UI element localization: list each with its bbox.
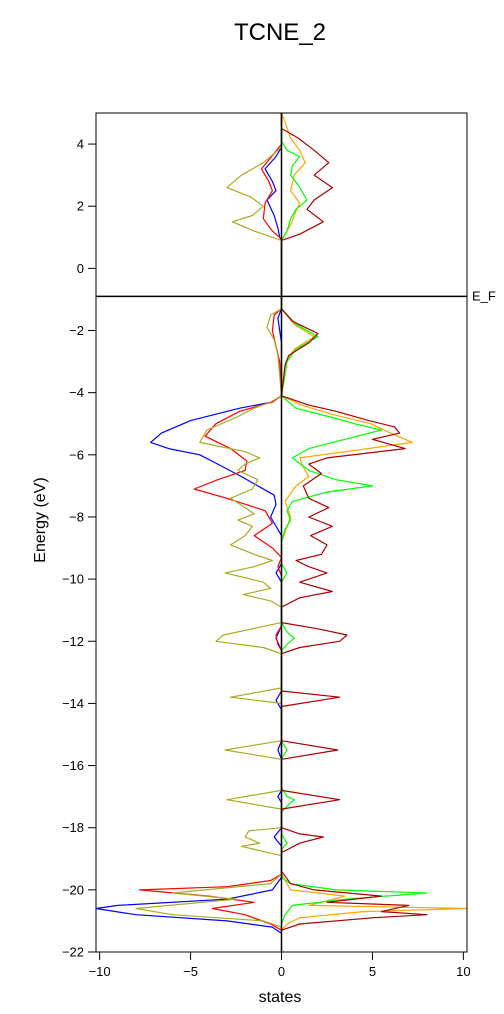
y-axis-label: Energy (eV): [32, 477, 49, 562]
y-tick-label: 4: [77, 137, 84, 152]
x-tick-label: −5: [183, 964, 198, 979]
y-tick-label: −4: [69, 385, 84, 400]
x-tick-label: 0: [278, 964, 285, 979]
x-axis-label: states: [259, 989, 302, 1006]
y-tick-label: −12: [62, 634, 84, 649]
series-line-5: [280, 113, 428, 925]
y-tick-label: −20: [62, 882, 84, 897]
y-tick-label: −6: [69, 447, 84, 462]
series-line-2: [139, 113, 283, 931]
x-tick-label: 5: [369, 964, 376, 979]
y-tick-label: 0: [77, 261, 84, 276]
y-tick-label: −14: [62, 696, 84, 711]
y-tick-label: 2: [77, 199, 84, 214]
y-tick-label: −18: [62, 820, 84, 835]
y-tick-label: −22: [62, 945, 84, 960]
series-line-1: [95, 113, 283, 934]
axes-layer: E_F 4 2 0 −2 −4 −6 −8 −10 −12 −14 −16 −18 −20 −22 −10 −5…: [62, 112, 496, 979]
y-tick-label: −2: [69, 323, 84, 338]
series-line-4: [280, 112, 468, 931]
chart-title: TCNE_2: [234, 19, 326, 46]
y-tick-label: −16: [62, 758, 84, 773]
y-tick-label: −10: [62, 572, 84, 587]
fermi-level-label: E_F: [472, 288, 496, 303]
x-tick-label: −10: [89, 964, 111, 979]
series-layer: [95, 112, 468, 934]
x-tick-label: 10: [456, 964, 470, 979]
y-tick-label: −8: [69, 509, 84, 524]
series-line-6: [280, 113, 428, 931]
series-line-3: [135, 113, 283, 928]
